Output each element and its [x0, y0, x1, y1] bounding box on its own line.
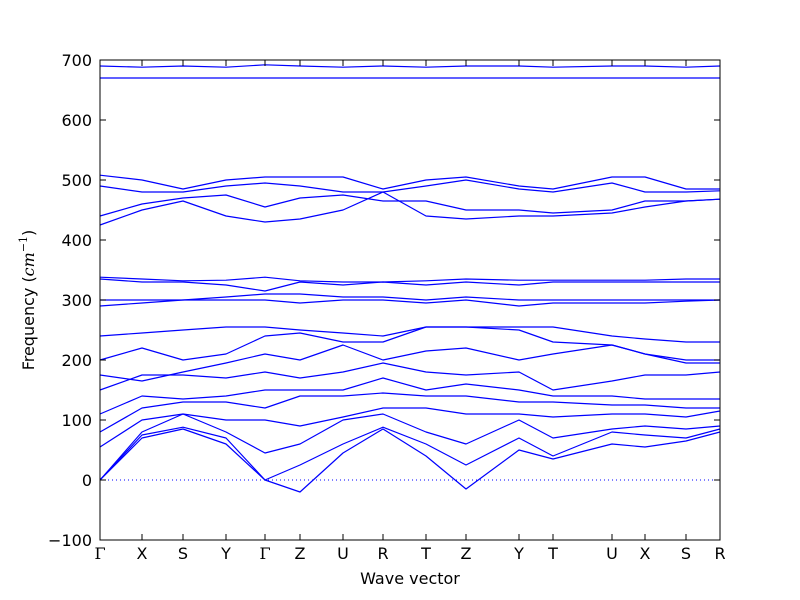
- band-line: [99, 179, 721, 193]
- y-axis-label-text: Frequency (: [19, 276, 38, 370]
- band-line: [99, 392, 720, 433]
- y-tick-label: 500: [61, 171, 92, 190]
- band-line: [100, 293, 720, 301]
- x-tick-label: U: [606, 544, 618, 563]
- x-tick-label: Z: [461, 544, 472, 563]
- band-line: [99, 326, 720, 343]
- y-tick-label: 300: [61, 291, 92, 310]
- x-tick-label: X: [640, 544, 651, 563]
- y-tick-label: 0: [82, 471, 92, 490]
- x-tick-label: Z: [295, 544, 306, 563]
- y-axis-label-exponent: −1: [17, 236, 30, 252]
- band-line: [99, 407, 721, 448]
- y-tick-label: −100: [48, 531, 92, 550]
- band-line: [99, 362, 721, 391]
- band-line: [99, 278, 720, 292]
- x-tick-label: Y: [513, 544, 524, 563]
- band-line: [99, 377, 720, 415]
- y-axis-label: Frequency (cm−1): [17, 230, 38, 371]
- y-axis-label-close: ): [19, 230, 38, 236]
- x-axis-label: Wave vector: [360, 569, 460, 588]
- band-line: [99, 194, 721, 217]
- x-tick-label: R: [714, 544, 725, 563]
- x-tick-label: U: [337, 544, 349, 563]
- x-tick-label: Y: [220, 544, 231, 563]
- band-line: [99, 428, 721, 493]
- x-tick-label: S: [178, 544, 188, 563]
- y-tick-label: 700: [61, 51, 92, 70]
- band-line: [99, 426, 721, 481]
- x-tick-label: Γ: [259, 544, 270, 563]
- x-tick-label: Γ: [94, 544, 105, 563]
- band-line: [99, 191, 721, 226]
- band-line: [99, 326, 720, 361]
- band-line: [99, 174, 720, 190]
- x-tick-label: X: [137, 544, 148, 563]
- y-tick-label: 100: [61, 411, 92, 430]
- band-line: [99, 276, 720, 283]
- y-tick-label: 200: [61, 351, 92, 370]
- x-tick-label: S: [681, 544, 691, 563]
- y-axis-label-unit: cm: [19, 252, 38, 276]
- x-tick-label: T: [547, 544, 558, 563]
- band-line: [99, 64, 721, 68]
- y-tick-label: 400: [61, 231, 92, 250]
- y-tick-label: 600: [61, 111, 92, 130]
- x-tick-label: R: [377, 544, 388, 563]
- band-line: [99, 299, 721, 307]
- x-tick-label: T: [420, 544, 431, 563]
- band-line: [99, 413, 721, 481]
